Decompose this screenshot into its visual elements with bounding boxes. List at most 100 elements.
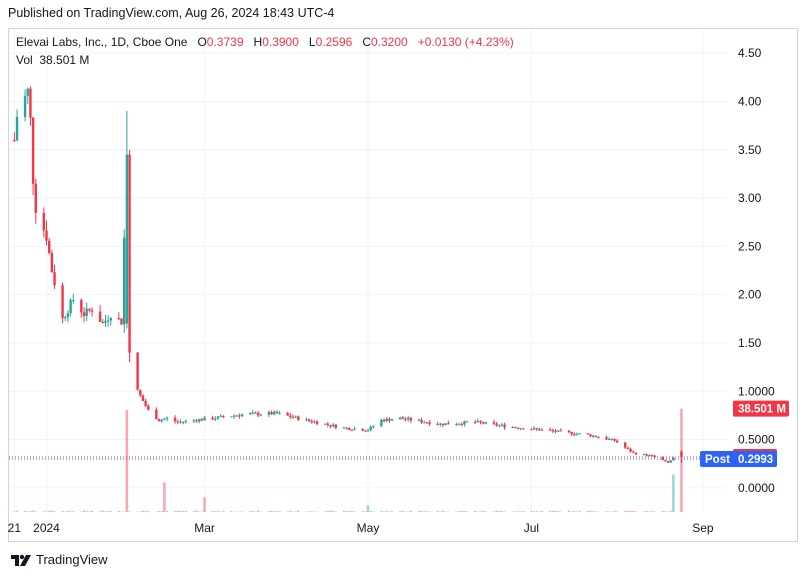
- y-tick-label: 3.50: [738, 143, 762, 157]
- volume-bar: [535, 511, 538, 512]
- volume-bar: [533, 511, 536, 512]
- candle-body: [198, 419, 201, 422]
- candle-body: [417, 419, 421, 421]
- volume-bar: [278, 511, 281, 512]
- volume-bar: [29, 511, 32, 512]
- low-value: 0.2596: [315, 35, 353, 49]
- volume-bar: [259, 511, 262, 512]
- volume-bar: [669, 510, 672, 512]
- candle-body: [85, 308, 88, 316]
- volume-bar: [482, 510, 485, 512]
- volume-bar: [128, 511, 131, 512]
- y-tick-label: 3.00: [738, 191, 762, 205]
- volume-bar: [195, 510, 198, 512]
- candle-body: [364, 430, 367, 432]
- candle-body: [155, 409, 158, 420]
- volume-bar: [399, 511, 402, 512]
- candle-body: [441, 423, 445, 426]
- volume-bar: [361, 511, 364, 512]
- volume-bar: [458, 511, 461, 512]
- change-value: +0.0130 (+4.23%): [417, 35, 514, 49]
- published-label: Published on TradingView.com, Aug 26, 20…: [8, 6, 335, 20]
- volume-bar: [345, 510, 348, 512]
- volume-bar: [350, 511, 353, 512]
- candle-body: [200, 419, 204, 421]
- volume-bar: [578, 510, 581, 512]
- candle-body: [522, 428, 525, 430]
- volume-label: Vol: [16, 53, 33, 67]
- candle-body: [629, 448, 632, 452]
- y-tick-label: 0.5000: [738, 433, 775, 447]
- candle-body: [310, 420, 313, 423]
- volume-bar: [442, 510, 445, 512]
- volume-bar: [141, 510, 144, 512]
- volume-bar: [634, 511, 637, 512]
- volume-bar: [385, 510, 388, 512]
- candle-body: [88, 308, 91, 311]
- volume-bar: [91, 510, 94, 512]
- volume-spike: [366, 505, 370, 512]
- candle-body: [554, 430, 557, 432]
- close-value: 0.3200: [370, 35, 408, 49]
- volume-bar: [230, 510, 233, 512]
- candle-body: [315, 421, 319, 425]
- candle-body: [642, 454, 646, 456]
- x-tick-label: Jul: [524, 521, 539, 535]
- x-tick-label: Mar: [194, 521, 215, 535]
- volume-bar: [107, 511, 110, 512]
- candle-body: [203, 417, 206, 421]
- candle-body: [195, 420, 198, 422]
- candle-body: [109, 318, 113, 321]
- candle-body: [404, 418, 407, 420]
- candle-body: [275, 411, 279, 414]
- candle-body: [591, 435, 595, 437]
- candle-body: [420, 419, 423, 423]
- volume-bar: [308, 511, 311, 512]
- volume-bar: [222, 511, 225, 512]
- candle-body: [329, 424, 332, 427]
- volume-bar: [522, 511, 525, 512]
- candle-body: [632, 451, 635, 453]
- candle-body: [530, 429, 533, 431]
- candle-body: [165, 417, 169, 419]
- candle-body: [672, 457, 675, 461]
- volume-bar: [289, 510, 292, 512]
- volume-bar: [608, 511, 611, 512]
- candle-body: [476, 420, 480, 423]
- volume-bar: [530, 510, 533, 512]
- candle-body: [645, 454, 648, 456]
- candle-body: [479, 420, 482, 423]
- candle-body: [605, 437, 608, 440]
- candle-body: [406, 417, 410, 420]
- volume-bar: [117, 510, 120, 512]
- candle-body: [540, 429, 544, 431]
- high-label: H: [253, 35, 263, 49]
- candle-body: [535, 428, 538, 430]
- candle-body: [305, 419, 308, 421]
- candle-body: [666, 461, 670, 463]
- footer: TradingView: [10, 552, 108, 567]
- legend: Elevai Labs, Inc., 1D, Cboe One O0.3739 …: [16, 35, 514, 49]
- volume-bar: [460, 510, 463, 512]
- price-badges: 38.501 M0.3200Post0.2993: [700, 400, 789, 467]
- volume-bar: [650, 511, 653, 512]
- volume-bar: [586, 510, 589, 512]
- x-tick-label: May: [357, 521, 380, 535]
- candle-body: [610, 438, 613, 440]
- volume-bar: [372, 511, 375, 512]
- volume-bar: [573, 510, 576, 512]
- candle-body: [104, 320, 107, 323]
- candle-body: [532, 428, 536, 430]
- volume-bars: [13, 408, 683, 512]
- volume-bar: [42, 511, 45, 512]
- volume-bar: [310, 511, 313, 512]
- candle-body: [570, 432, 573, 435]
- candle-body: [382, 419, 386, 422]
- candle-body: [439, 423, 442, 425]
- candle-body: [492, 422, 496, 424]
- candle-body: [409, 417, 413, 421]
- candle-body: [26, 88, 29, 97]
- volume-bar: [216, 511, 219, 512]
- volume-bar: [34, 511, 37, 512]
